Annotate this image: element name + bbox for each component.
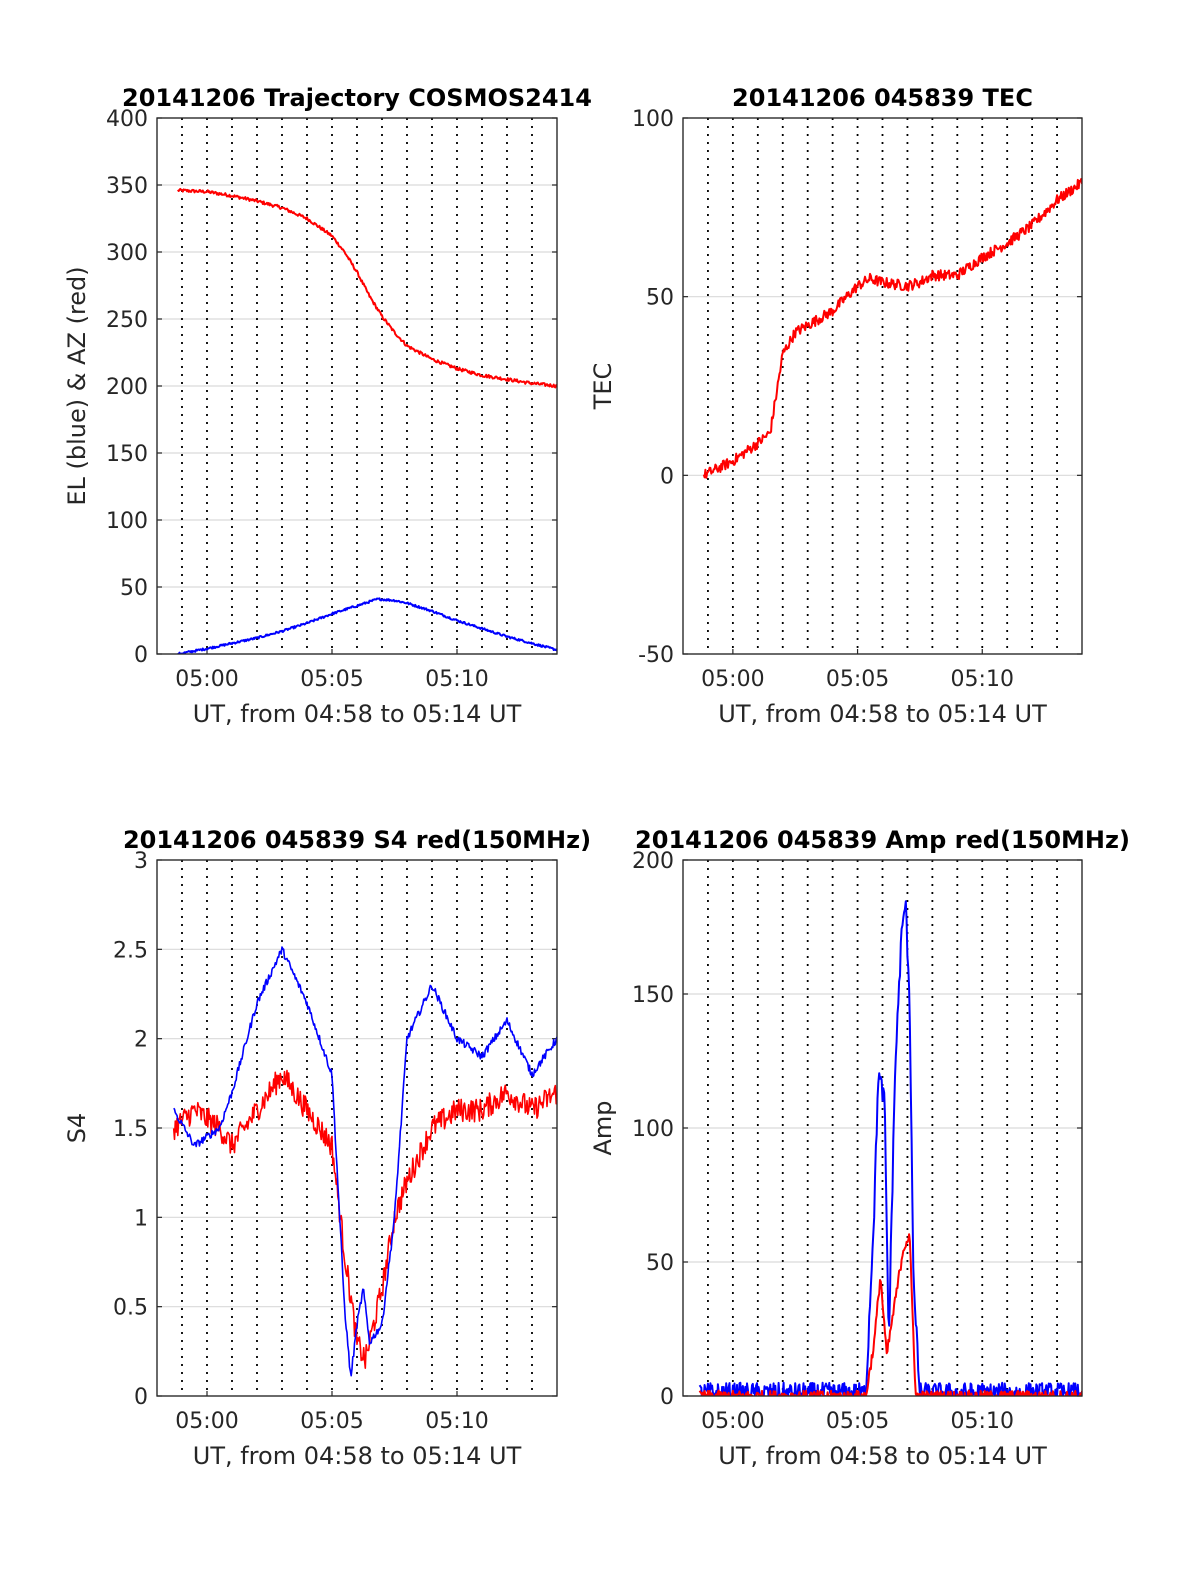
y-tick-label: 350 — [106, 174, 148, 199]
plot-frame — [156, 859, 558, 1397]
x-tick-label: 05:00 — [701, 1409, 764, 1434]
y-tick-label: 100 — [632, 107, 674, 132]
y-tick-label: 150 — [632, 983, 674, 1008]
chart-title: 20141206 045839 TEC — [732, 84, 1033, 112]
y-tick-label: 150 — [106, 442, 148, 467]
y-tick-label: 100 — [632, 1117, 674, 1142]
y-axis-label: TEC — [589, 363, 617, 411]
s4-panel: 0 0.5 1 1.5 2 2.5 3 05:00 05:05 05:10 20141206 045… — [63, 826, 591, 1470]
series-group — [698, 900, 1082, 1396]
x-tick-label: 05:00 — [701, 667, 764, 692]
y-tick-label: -50 — [638, 643, 674, 668]
y-tick-label: 200 — [632, 849, 674, 874]
y-tick-label: 0 — [134, 643, 148, 668]
series-group — [702, 178, 1082, 479]
y-axis-label: EL (blue) & AZ (red) — [63, 266, 91, 505]
y-tick-label: 250 — [106, 308, 148, 333]
chart-title: 20141206 Trajectory COSMOS2414 — [122, 84, 592, 112]
trajectory-panel: 0 50 100 150 200 250 300 350 400 05:00 05:05 05:10 2… — [63, 84, 592, 728]
series-line-s4_red — [172, 1069, 557, 1369]
x-tick-label: 05:05 — [826, 667, 889, 692]
x-tick-label: 05:10 — [951, 667, 1014, 692]
y-tick-label: 0 — [660, 464, 674, 489]
amp-panel: 0 50 100 150 200 05:00 05:05 05:10 20141206 0458… — [589, 826, 1130, 1470]
plot-frame — [682, 859, 1083, 1397]
y-tick-label: 0.5 — [113, 1296, 148, 1321]
x-tick-label: 05:10 — [425, 1409, 488, 1434]
x-axis-label: UT, from 04:58 to 05:14 UT — [193, 1442, 522, 1470]
y-axis-label: Amp — [589, 1100, 617, 1155]
y-tick-label: 100 — [106, 509, 148, 534]
y-tick-label: 2.5 — [113, 938, 148, 963]
plot-frame — [156, 117, 558, 655]
series-line-az — [177, 187, 557, 389]
y-tick-label: 0 — [660, 1385, 674, 1410]
y-tick-label: 0 — [134, 1385, 148, 1410]
y-tick-label: 3 — [134, 849, 148, 874]
x-axis-label: UT, from 04:58 to 05:14 UT — [718, 1442, 1047, 1470]
y-tick-label: 1 — [134, 1206, 148, 1231]
y-tick-label: 1.5 — [113, 1117, 148, 1142]
x-axis-label: UT, from 04:58 to 05:14 UT — [193, 700, 522, 728]
series-group — [172, 946, 557, 1377]
x-tick-label: 05:00 — [175, 667, 238, 692]
x-tick-label: 05:10 — [425, 667, 488, 692]
y-tick-label: 50 — [120, 576, 148, 601]
y-tick-label: 400 — [106, 107, 148, 132]
series-line-tec — [702, 178, 1082, 479]
y-tick-label: 300 — [106, 241, 148, 266]
x-tick-label: 05:05 — [300, 1409, 363, 1434]
x-tick-label: 05:10 — [951, 1409, 1014, 1434]
x-tick-label: 05:00 — [175, 1409, 238, 1434]
plot-frame — [682, 117, 1083, 655]
series-line-s4_blue — [173, 946, 557, 1377]
tec-panel: -50 0 50 100 05:00 05:05 05:10 20141206 045839 … — [589, 84, 1083, 728]
y-tick-label: 50 — [646, 286, 674, 311]
x-tick-label: 05:05 — [826, 1409, 889, 1434]
y-tick-label: 2 — [134, 1028, 148, 1053]
series-line-amp_red — [698, 1233, 1082, 1396]
x-axis-label: UT, from 04:58 to 05:14 UT — [718, 700, 1047, 728]
y-axis-label: S4 — [63, 1113, 91, 1144]
series-line-el — [176, 597, 557, 654]
chart-title: 20141206 045839 Amp red(150MHz) — [635, 826, 1130, 854]
series-group — [176, 187, 557, 654]
chart-title: 20141206 045839 S4 red(150MHz) — [123, 826, 591, 854]
y-tick-label: 50 — [646, 1251, 674, 1276]
x-tick-label: 05:05 — [300, 667, 363, 692]
y-tick-label: 200 — [106, 375, 148, 400]
